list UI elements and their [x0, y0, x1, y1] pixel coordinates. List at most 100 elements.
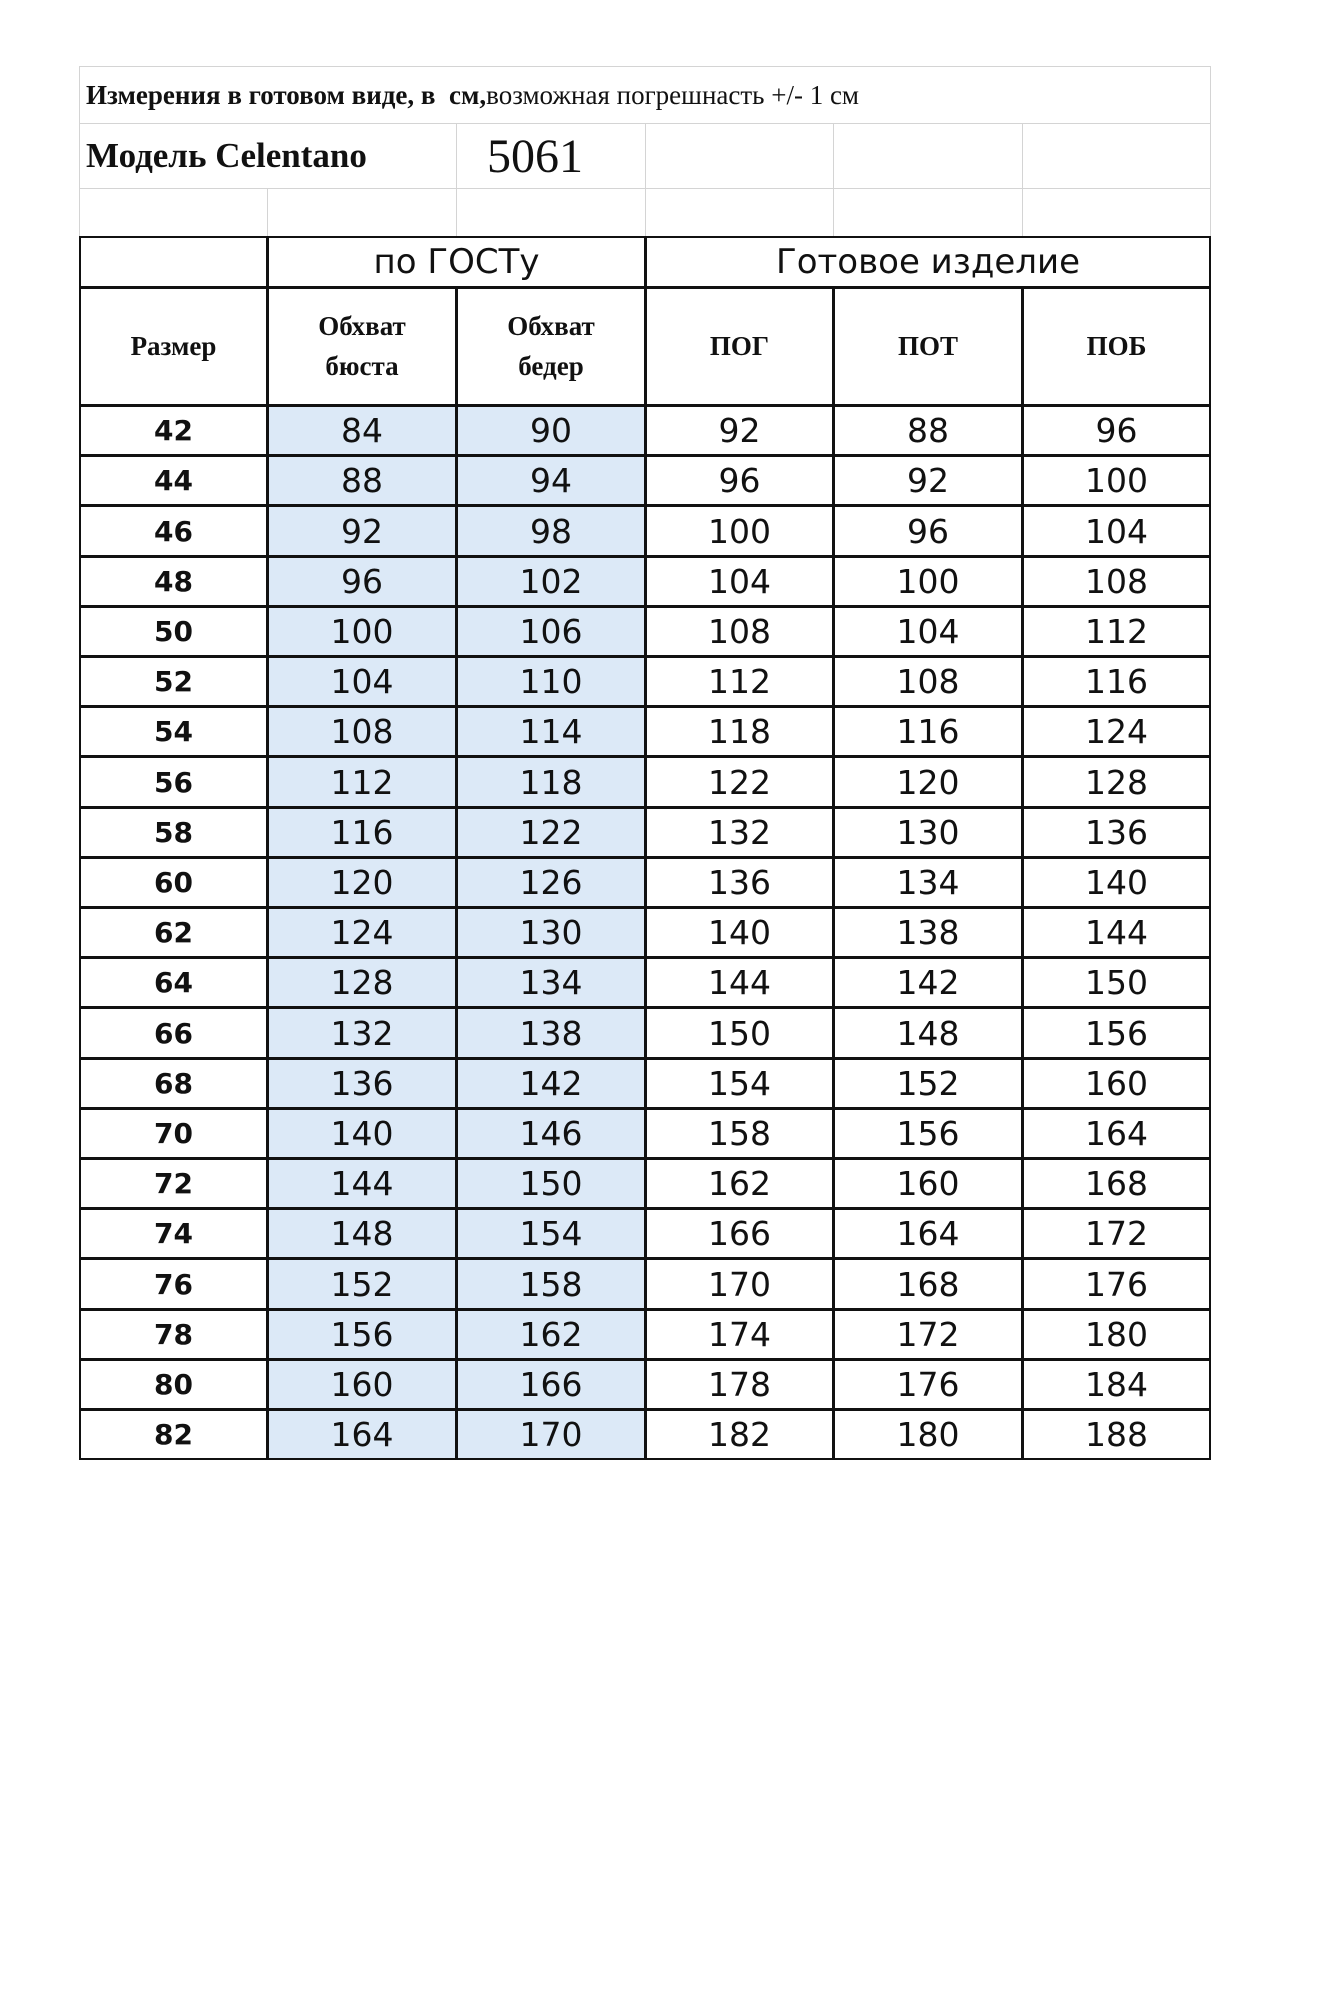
value-cell: 180: [1022, 1309, 1211, 1360]
measurement: 88: [907, 411, 949, 450]
header-cell: Обхват бюста: [267, 287, 457, 406]
value-cell: 182: [645, 1409, 834, 1460]
value-cell: 152: [267, 1258, 457, 1310]
measurement: 92: [341, 511, 383, 551]
measurement: 108: [1085, 562, 1148, 601]
measurement: 164: [896, 1214, 960, 1253]
model-label-cell: Модель Celentano: [79, 123, 457, 189]
measurement: 94: [530, 461, 572, 500]
value-cell: 134: [833, 857, 1023, 908]
value-cell: 122: [456, 807, 646, 858]
measurement: 136: [708, 863, 771, 902]
empty-cell: [645, 123, 834, 189]
size-cell: 70: [79, 1108, 268, 1159]
measurement: 136: [330, 1064, 394, 1103]
size: 52: [154, 665, 193, 698]
value-cell: 94: [456, 455, 646, 506]
measurement: 114: [519, 712, 583, 751]
measurement: 144: [708, 963, 771, 1002]
measurement: 144: [330, 1164, 394, 1203]
measurement: 112: [708, 662, 771, 701]
measurement: 174: [708, 1315, 771, 1354]
value-cell: 104: [645, 556, 834, 607]
value-cell: 104: [1022, 505, 1211, 557]
measurement: 154: [519, 1214, 583, 1253]
measurement: 120: [896, 762, 960, 802]
measurement: 168: [896, 1264, 960, 1304]
value-cell: 120: [267, 857, 457, 908]
value-cell: 140: [1022, 857, 1211, 908]
measurement: 164: [1085, 1114, 1148, 1153]
value-cell: 108: [1022, 556, 1211, 607]
value-cell: 164: [833, 1208, 1023, 1259]
value-cell: 148: [267, 1208, 457, 1259]
measurement: 152: [330, 1264, 394, 1304]
measurement: 140: [1085, 863, 1148, 902]
value-cell: 92: [267, 505, 457, 557]
value-cell: 156: [267, 1309, 457, 1360]
header-cell: ПОГ: [645, 287, 834, 406]
value-cell: 168: [833, 1258, 1023, 1310]
size-cell: 46: [79, 505, 268, 557]
value-cell: 168: [1022, 1158, 1211, 1209]
value-cell: 126: [456, 857, 646, 908]
size-cell: 80: [79, 1359, 268, 1410]
empty-cell: [1022, 188, 1211, 237]
measurement: 98: [530, 511, 572, 551]
measurement: 182: [708, 1415, 771, 1454]
header-label: ПОГ: [709, 330, 770, 361]
measurement: 88: [341, 461, 383, 500]
size-cell: 54: [79, 706, 268, 757]
measurement: 170: [708, 1264, 771, 1304]
measurement: 158: [519, 1264, 583, 1304]
value-cell: 114: [456, 706, 646, 757]
value-cell: 96: [833, 505, 1023, 557]
measurement: 128: [1085, 762, 1148, 802]
value-cell: 96: [1022, 405, 1211, 456]
value-cell: 102: [456, 556, 646, 607]
value-cell: 188: [1022, 1409, 1211, 1460]
size: 56: [154, 765, 193, 799]
size: 74: [154, 1217, 193, 1250]
value-cell: 108: [645, 606, 834, 657]
measurement: 108: [708, 612, 771, 651]
measurement: 92: [718, 411, 761, 450]
size-cell: 72: [79, 1158, 268, 1209]
value-cell: 106: [456, 606, 646, 657]
size: 44: [154, 464, 193, 497]
header-label: Обхват бедер: [507, 311, 595, 381]
value-cell: 144: [645, 957, 834, 1008]
header-label: ПОБ: [1086, 330, 1147, 361]
measurement: 156: [1085, 1013, 1148, 1053]
size: 68: [154, 1067, 193, 1100]
measurement: 148: [896, 1013, 960, 1053]
value-cell: 124: [267, 907, 457, 958]
value-cell: 108: [267, 706, 457, 757]
value-cell: 132: [267, 1007, 457, 1059]
size: 64: [154, 966, 193, 999]
empty-cell: [833, 188, 1023, 237]
measurement: 122: [708, 762, 771, 802]
measurement: 176: [896, 1365, 960, 1404]
measurement: 188: [1085, 1415, 1148, 1454]
value-cell: 98: [456, 505, 646, 557]
value-cell: 112: [645, 656, 834, 707]
value-cell: 158: [645, 1108, 834, 1159]
value-cell: 156: [833, 1108, 1023, 1159]
size: 46: [154, 514, 193, 548]
measurement: 84: [341, 411, 383, 450]
model-number: 5061: [487, 129, 583, 183]
measurement: 136: [1085, 813, 1148, 852]
value-cell: 162: [456, 1309, 646, 1360]
measurement: 100: [896, 562, 960, 601]
value-cell: 176: [1022, 1258, 1211, 1310]
measurement: 116: [1085, 662, 1148, 701]
value-cell: 116: [1022, 656, 1211, 707]
value-cell: 118: [645, 706, 834, 757]
value-cell: 104: [833, 606, 1023, 657]
measurement: 90: [530, 411, 572, 450]
measurement: 102: [519, 562, 583, 601]
value-cell: 162: [645, 1158, 834, 1209]
group-cell: по ГОСТу: [267, 236, 646, 288]
